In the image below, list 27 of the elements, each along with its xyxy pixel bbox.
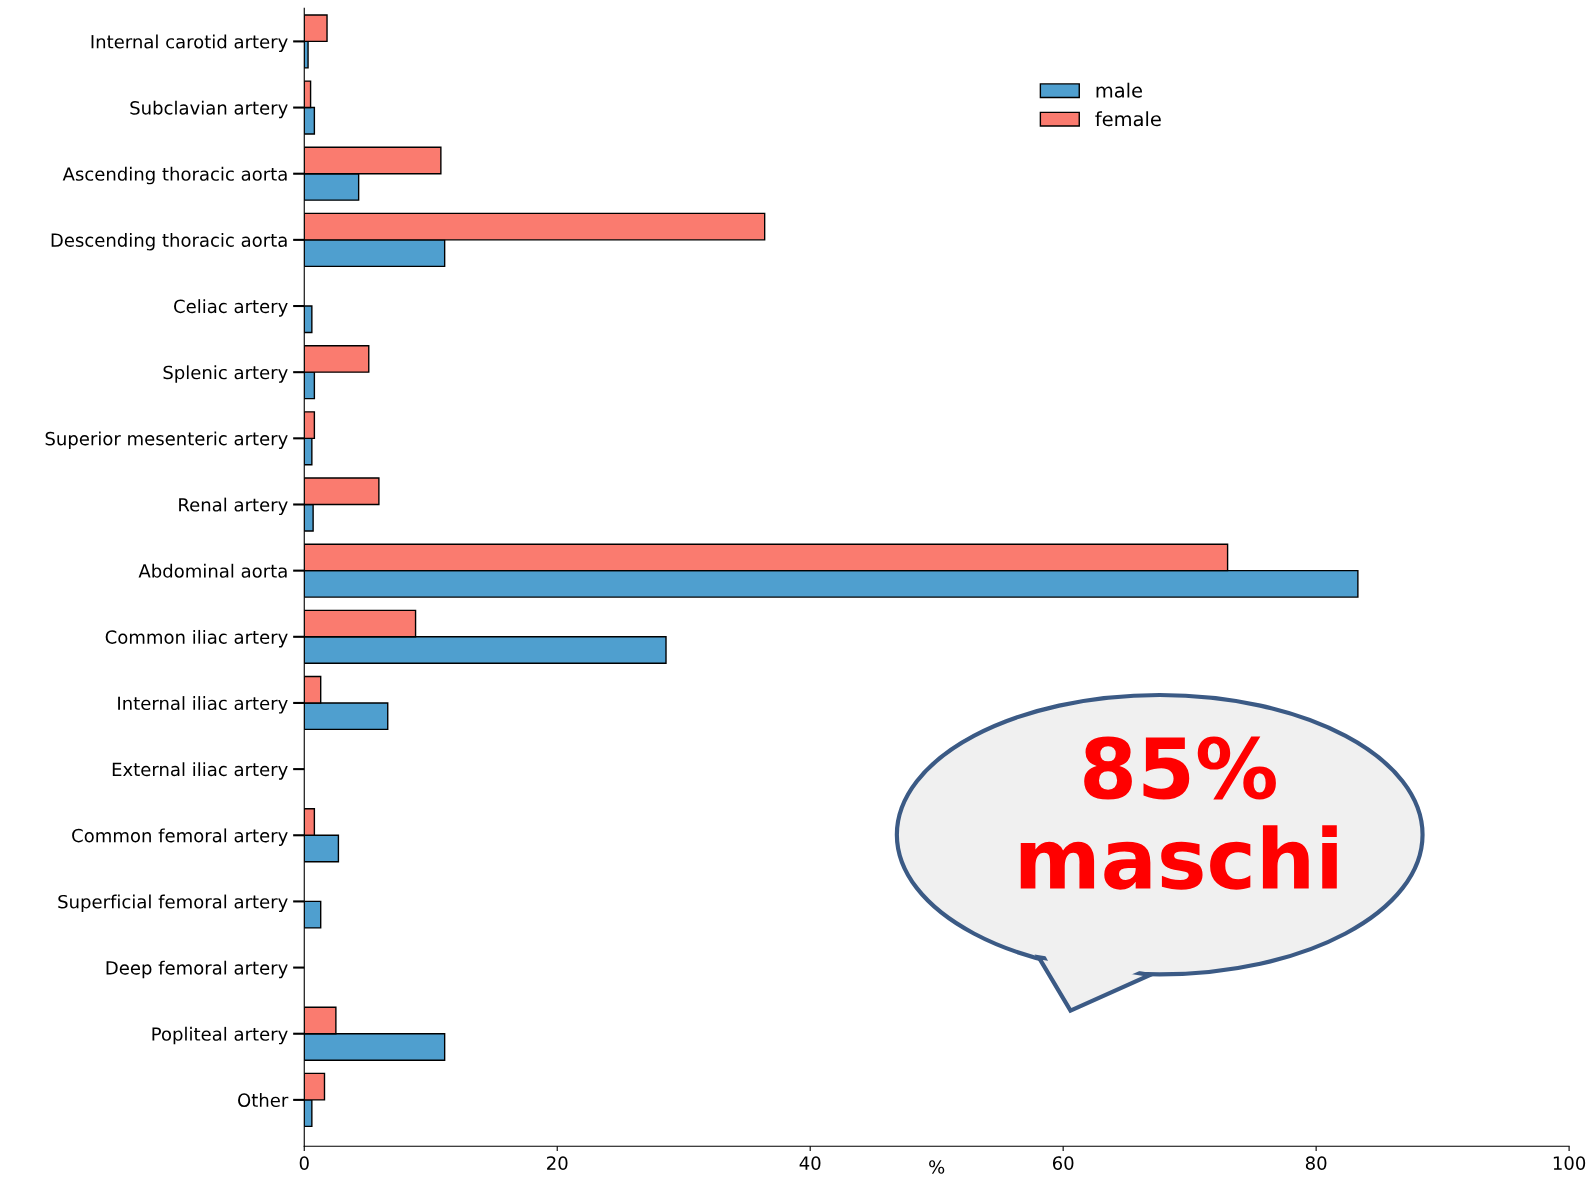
y-tick-label: Internal iliac artery xyxy=(118,696,288,714)
y-tick-label: Deep femoral artery xyxy=(106,960,288,979)
x-tick-label: 20 xyxy=(547,1156,568,1170)
y-tick-label: Common femoral artery xyxy=(72,828,288,846)
y-tick-label: Descending thoracic aorta xyxy=(51,233,287,251)
y-tick-label: Common iliac artery xyxy=(105,629,288,648)
y-tick-label: Superficial femoral artery xyxy=(58,894,288,913)
y-tick-label: Splenic artery xyxy=(163,365,288,383)
y-tick-label: Subclavian artery xyxy=(130,100,288,119)
y-tick-label: Ascending thoracic aorta xyxy=(62,166,287,185)
x-axis-title: % xyxy=(929,1160,945,1174)
y-tick-label: Celiac artery xyxy=(174,299,288,317)
x-tick-label: 60 xyxy=(1052,1156,1074,1170)
y-tick-label: Popliteal artery xyxy=(152,1026,288,1045)
y-tick-label: External iliac artery xyxy=(112,762,288,780)
annotation: 85% maschi xyxy=(1020,736,1337,890)
y-tick-label: Internal carotid artery xyxy=(91,34,288,53)
y-tick-label: Superior mesenteric artery xyxy=(45,431,288,449)
x-tick-label: 0 xyxy=(299,1156,309,1170)
x-tick-label: 100 xyxy=(1553,1156,1586,1170)
x-tick-label: 40 xyxy=(799,1156,821,1170)
legend-label: female xyxy=(1095,111,1161,127)
legend-label: male xyxy=(1096,82,1143,98)
y-tick-label: Other xyxy=(238,1093,289,1107)
y-tick-label: Renal artery xyxy=(179,497,288,516)
y-tick-label: Abdominal aorta xyxy=(138,563,287,578)
x-tick-label: 80 xyxy=(1305,1156,1327,1170)
